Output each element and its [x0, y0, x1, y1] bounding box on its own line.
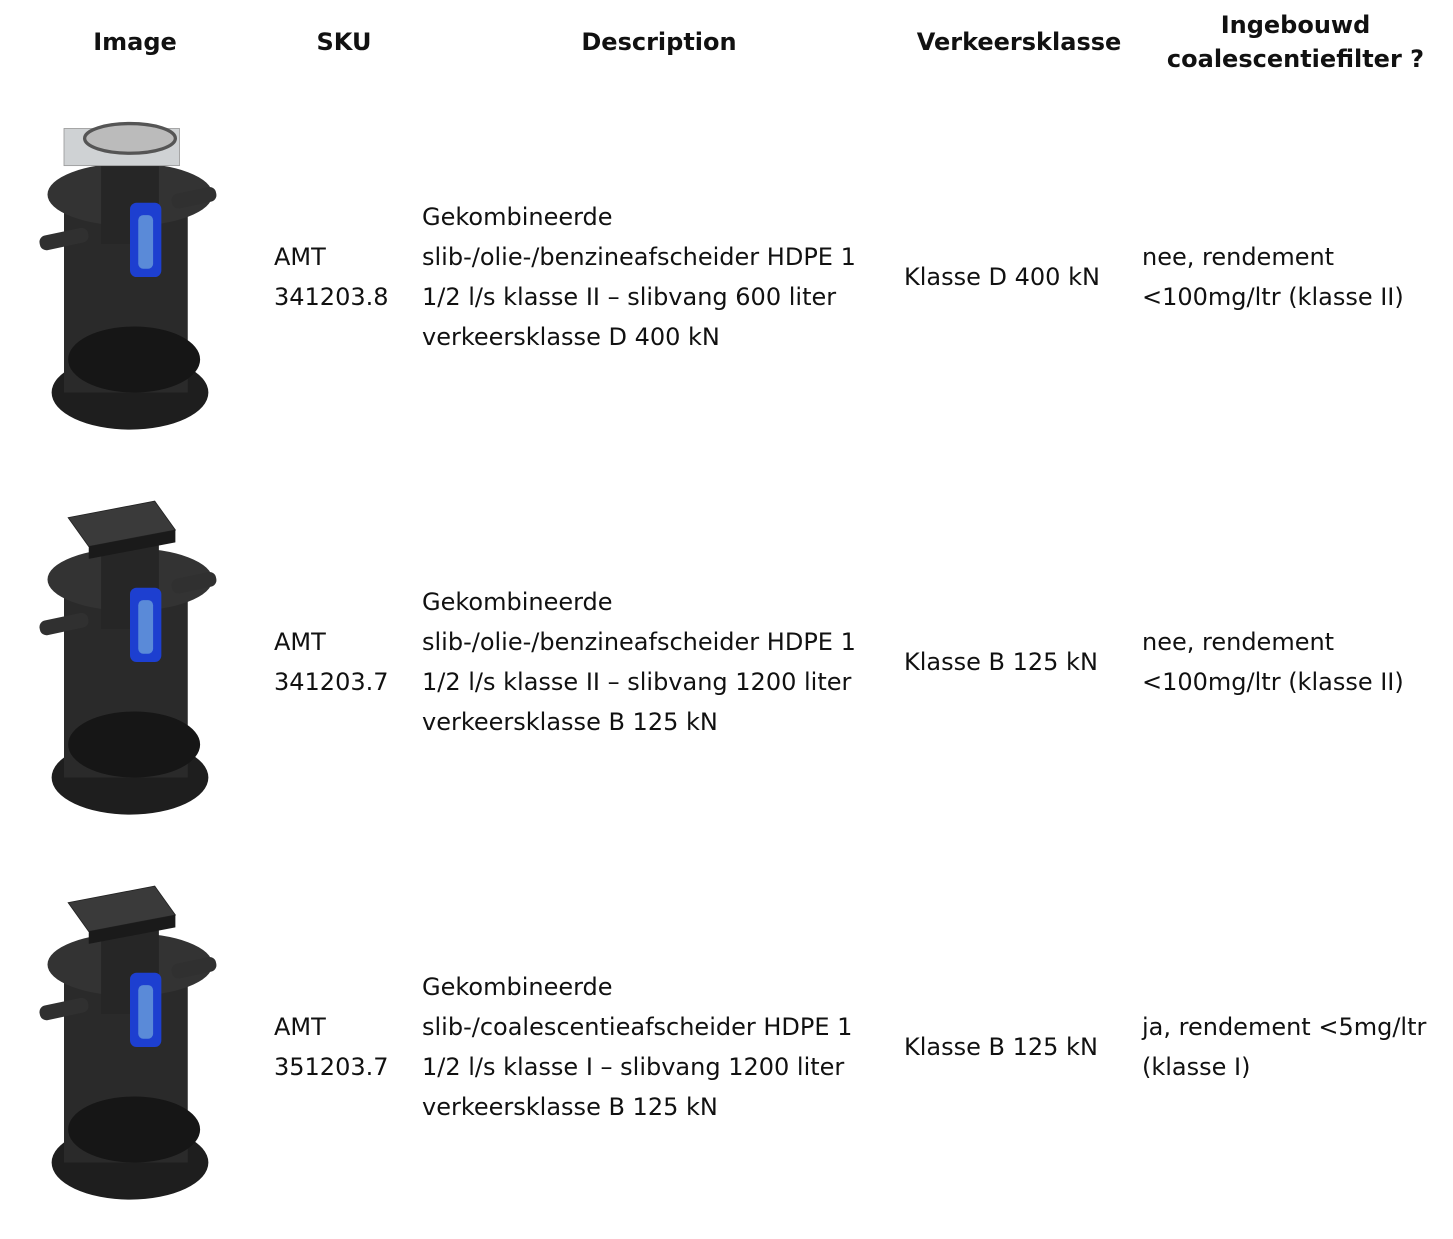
header-cell: Description	[581, 28, 737, 56]
traffic-class-cell: Klasse B 125 kN	[904, 1032, 1098, 1061]
description-cell: Gekombineerde slib-/olie-/benzineafschei…	[422, 202, 856, 351]
filter-cell: nee, rendement <100mg/ltr (klasse II)	[1142, 627, 1404, 696]
header-row: Image SKU Description Verkeersklasse Ing…	[0, 0, 1453, 84]
header-cell: Ingebouwd coalescentiefilter ?	[1166, 11, 1425, 73]
traffic-class-cell: Klasse D 400 kN	[904, 262, 1100, 291]
header-cell: SKU	[316, 28, 372, 56]
image-cell	[0, 84, 270, 469]
traffic-class-cell: Klasse B 125 kN	[904, 647, 1098, 676]
description-cell: Gekombineerde slib-/olie-/benzineafschei…	[422, 587, 856, 736]
product-image	[38, 500, 218, 815]
product-row: AMT 341203.7 Gekombineerde slib-/olie-/b…	[0, 469, 1453, 854]
image-cell	[0, 854, 270, 1239]
sku-cell: AMT 341203.8	[274, 242, 389, 311]
description-cell: Gekombineerde slib-/coalescentieafscheid…	[422, 972, 853, 1121]
header-cell: Image	[93, 28, 177, 56]
filter-cell: ja, rendement <5mg/ltr (klasse I)	[1142, 1012, 1427, 1081]
filter-cell: nee, rendement <100mg/ltr (klasse II)	[1142, 242, 1404, 311]
product-image	[38, 885, 218, 1200]
sku-cell: AMT 351203.7	[274, 1012, 389, 1081]
product-row: AMT 351203.7 Gekombineerde slib-/coalesc…	[0, 854, 1453, 1239]
product-image	[38, 121, 218, 430]
image-cell	[0, 469, 270, 854]
product-row: AMT 341203.8 Gekombineerde slib-/olie-/b…	[0, 84, 1453, 469]
header-cell: Verkeersklasse	[916, 28, 1122, 56]
sku-cell: AMT 341203.7	[274, 627, 389, 696]
